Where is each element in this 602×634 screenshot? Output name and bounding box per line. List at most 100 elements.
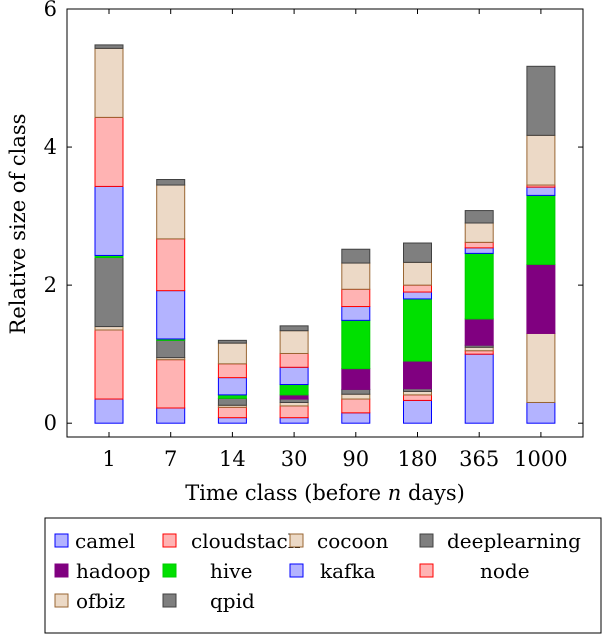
- bar-segment-cocoon-90: [341, 393, 371, 400]
- bar-segment-kafka-365: [464, 247, 494, 254]
- bar-segment-camel-365: [464, 353, 494, 424]
- x-tick-label: 1: [102, 447, 115, 471]
- bar-segment-ofbiz-365: [464, 222, 494, 243]
- bar-segment-hadoop-1000: [526, 263, 556, 334]
- bar-segment-qpid-180: [403, 242, 432, 263]
- legend-swatch-hadoop: [54, 563, 69, 578]
- bar-segment-qpid-7: [156, 179, 186, 186]
- bar-segment-cocoon-365: [464, 346, 494, 352]
- legend-label-camel: camel: [75, 529, 135, 553]
- bars-layer: [94, 44, 556, 424]
- bar-segment-hadoop-365: [464, 318, 494, 346]
- bar-segment-cloudstack-180: [403, 394, 432, 401]
- bar-segment-kafka-1000: [526, 186, 556, 196]
- bar-segment-qpid-365: [464, 210, 494, 224]
- bar-segment-cocoon-30: [279, 401, 309, 407]
- x-tick-label: 90: [342, 447, 369, 471]
- bar-segment-hive-365: [464, 252, 494, 320]
- x-tick-label: 1000: [514, 447, 567, 471]
- legend-swatch-ofbiz: [54, 593, 69, 608]
- legend: camel cloudstack cocoon deeplearning hadoop h…: [44, 517, 602, 634]
- bar-segment-cloudstack-1: [94, 329, 124, 400]
- bar-segment-kafka-14: [217, 377, 247, 396]
- bar-segment-node-14: [217, 363, 247, 379]
- bar-segment-camel-7: [156, 407, 186, 424]
- bar-segment-camel-30: [279, 417, 309, 424]
- bar-segment-node-1: [94, 116, 124, 187]
- bar-segment-cocoon-180: [403, 390, 432, 396]
- bar-segment-hive-14: [217, 394, 247, 399]
- bar-segment-ofbiz-1: [94, 47, 124, 118]
- y-tick-label: 2: [44, 273, 57, 297]
- plot-frame: [66, 8, 584, 438]
- bar-segment-hadoop-30: [279, 394, 309, 400]
- y-tick-label: 6: [44, 0, 57, 21]
- legend-label-node: node: [480, 559, 530, 583]
- bar-segment-deeplearning-14: [217, 397, 247, 406]
- legend-swatch-cocoon: [289, 533, 304, 548]
- x-axis-label: Time class (before n days): [185, 481, 465, 505]
- bar-segment-camel-90: [341, 412, 371, 424]
- bar-segment-ofbiz-7: [156, 184, 186, 240]
- bar-segment-deeplearning-30: [279, 398, 309, 403]
- legend-frame: [44, 517, 602, 634]
- legend-label-cocoon: cocoon: [317, 529, 389, 553]
- bar-segment-ofbiz-90: [341, 262, 371, 290]
- y-tick-label: 0: [44, 411, 57, 435]
- bar-segment-cloudstack-7: [156, 359, 186, 409]
- x-tick-label: 30: [281, 447, 308, 471]
- bar-segment-node-90: [341, 288, 371, 308]
- legend-label-kafka: kafka: [320, 559, 376, 583]
- y-tick-label: 4: [44, 135, 57, 159]
- bar-segment-node-7: [156, 238, 186, 292]
- legend-label-qpid: qpid: [210, 589, 255, 613]
- bar-segment-camel-14: [217, 417, 247, 424]
- x-axis-label-part-1: Time class (before: [185, 481, 388, 505]
- y-axis-label: Relative size of class: [6, 114, 30, 335]
- bar-segment-hive-1000: [526, 194, 556, 265]
- bar-segment-cocoon-1000: [526, 332, 556, 403]
- legend-swatch-qpid: [162, 593, 177, 608]
- x-axis-label-var: n: [388, 481, 402, 505]
- legend-swatch-hive: [162, 563, 177, 578]
- x-tick-label: 7: [164, 447, 177, 471]
- bar-segment-kafka-30: [279, 366, 309, 386]
- legend-swatch-cloudstack: [162, 533, 177, 548]
- bar-segment-deeplearning-1: [94, 257, 124, 328]
- bar-segment-node-30: [279, 352, 309, 368]
- bar-segment-hive-90: [341, 319, 371, 370]
- bar-segment-kafka-1: [94, 185, 124, 256]
- bar-segment-hive-30: [279, 384, 309, 396]
- x-tick-label: 365: [459, 447, 499, 471]
- x-axis: 1 7 14 30 90 180 365 1000: [102, 9, 568, 471]
- legend-label-ofbiz: ofbiz: [76, 589, 125, 613]
- bar-segment-cloudstack-14: [217, 406, 247, 419]
- x-tick-label: 180: [397, 447, 437, 471]
- bar-segment-node-180: [403, 284, 432, 293]
- legend-label-deeplearning: deeplearning: [447, 529, 581, 553]
- bar-segment-ofbiz-1000: [526, 134, 556, 186]
- bar-segment-camel-1: [94, 398, 124, 424]
- legend-swatch-kafka: [289, 563, 304, 578]
- bar-segment-cloudstack-30: [279, 405, 309, 419]
- bar-segment-kafka-90: [341, 306, 371, 321]
- legend-swatch-camel: [54, 533, 69, 548]
- bar-segment-qpid-90: [341, 248, 371, 264]
- y-axis: 0 2 4 6: [44, 0, 583, 435]
- bar-segment-cloudstack-90: [341, 398, 371, 414]
- bar-segment-deeplearning-90: [341, 388, 371, 395]
- bar-segment-ofbiz-14: [217, 342, 247, 365]
- bar-segment-node-365: [464, 241, 494, 249]
- legend-label-hadoop: hadoop: [76, 559, 151, 583]
- bar-segment-hive-180: [403, 298, 432, 362]
- bar-segment-kafka-180: [403, 291, 432, 300]
- x-tick-label: 14: [219, 447, 246, 471]
- bar-segment-ofbiz-30: [279, 330, 309, 354]
- legend-label-cloudstack: cloudstack: [191, 529, 301, 553]
- bar-segment-kafka-7: [156, 290, 186, 340]
- legend-swatch-node: [419, 563, 434, 578]
- bar-segment-ofbiz-180: [403, 261, 432, 286]
- x-axis-label-part-2: days): [401, 481, 464, 505]
- bar-segment-cloudstack-365: [464, 350, 494, 355]
